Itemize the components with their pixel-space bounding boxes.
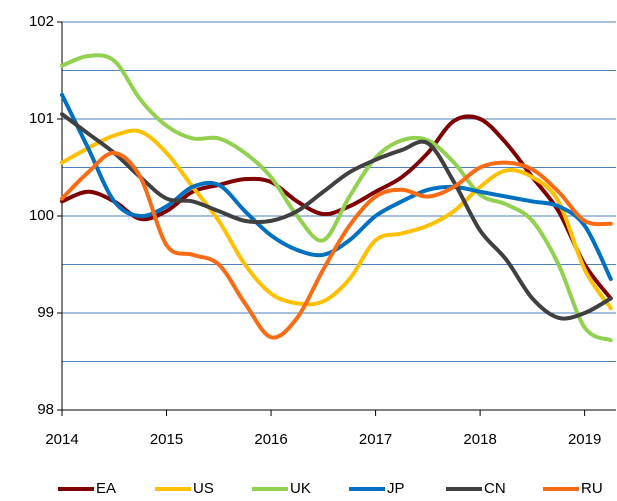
y-tick-label: 102: [29, 13, 54, 30]
legend-label: JP: [387, 480, 405, 497]
y-tick-label: 98: [37, 401, 54, 418]
x-tick-label: 2015: [150, 431, 183, 448]
x-tick-label: 2016: [254, 431, 287, 448]
line-series: [60, 128, 613, 311]
line-series: [60, 150, 613, 340]
legend-label: EA: [96, 480, 116, 497]
legend-label: US: [193, 480, 214, 497]
y-tick-label: 99: [37, 304, 54, 321]
y-tick-label: 100: [29, 207, 54, 224]
y-tick-label: 101: [29, 110, 54, 127]
legend-label: RU: [581, 480, 603, 497]
x-tick-label: 2019: [568, 431, 601, 448]
x-tick-label: 2017: [359, 431, 392, 448]
line-series: [60, 112, 613, 321]
line-series: [60, 53, 613, 343]
line-series: [60, 114, 613, 301]
legend-label: UK: [290, 480, 311, 497]
legend-label: CN: [484, 480, 506, 497]
x-tick-label: 2018: [463, 431, 496, 448]
x-tick-label: 2014: [45, 431, 78, 448]
